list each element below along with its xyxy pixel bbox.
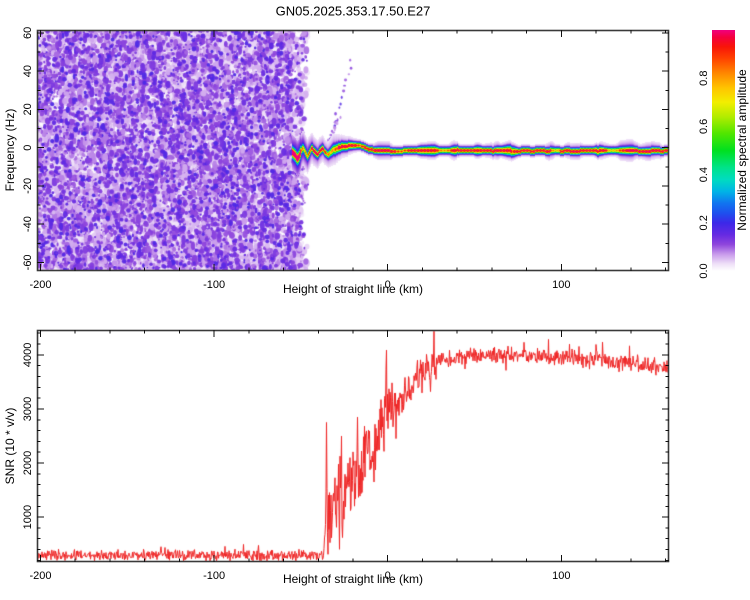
figure-title: GN05.2025.353.17.50.E27 [275, 3, 431, 19]
colorbar-tick-label: 0.2 [698, 215, 710, 230]
colorbar-label: Normalized spectral amplitude [735, 69, 749, 231]
y-tick-label: 0 [22, 145, 34, 151]
y-tick-label: 20 [22, 103, 34, 115]
colorbar-tick-label: 0.8 [698, 71, 710, 86]
colorbar-gradient [712, 30, 735, 271]
y-tick-label: -60 [22, 254, 34, 270]
x-tick-label: -200 [29, 570, 51, 582]
colorbar-tick-label: 0.0 [698, 263, 710, 278]
colorbar-tick-label: 0.4 [698, 167, 710, 182]
y-tick-label: 3000 [22, 397, 34, 421]
y-tick-label: 60 [22, 27, 34, 39]
x-tick-label: 100 [552, 279, 570, 291]
x-tick-label: 100 [552, 570, 570, 582]
spectrogram-x-axis-label: Height of straight line (km) [282, 282, 424, 296]
y-tick-label: -40 [22, 216, 34, 232]
snr-line-plot [37, 330, 669, 562]
x-tick-label: -100 [203, 279, 225, 291]
colorbar-tick-label: 0.6 [698, 119, 710, 134]
y-tick-label: -20 [22, 178, 34, 194]
x-tick-label: -200 [29, 279, 51, 291]
spectrogram-heatmap [37, 30, 669, 271]
x-tick-label: -100 [203, 570, 225, 582]
y-tick-label: 40 [22, 65, 34, 77]
snr-y-axis-label: SNR (10 * v/v) [3, 407, 17, 485]
y-tick-label: 1000 [22, 505, 34, 529]
y-tick-label: 4000 [22, 343, 34, 367]
snr-x-axis-label: Height of straight line (km) [282, 572, 424, 586]
y-tick-label: 2000 [22, 451, 34, 475]
spectrogram-y-axis-label: Frequency (Hz) [3, 108, 17, 192]
